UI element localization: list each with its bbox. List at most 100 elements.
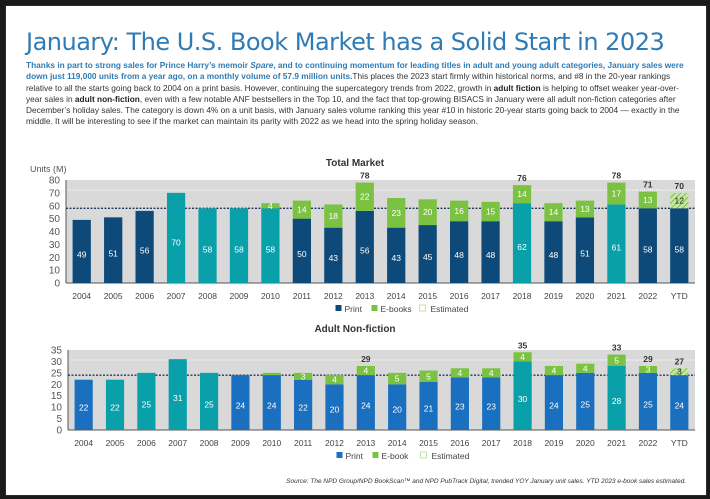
bar-print-2014 <box>388 384 407 430</box>
bar-ebook-label: 22 <box>360 192 370 202</box>
x-tick-label: 2011 <box>293 291 312 301</box>
bar-ebook-label: 4 <box>363 366 368 376</box>
bar-ebook-label: 3 <box>301 371 306 381</box>
bar-ebook-2010 <box>261 203 280 209</box>
bar-print-label: 49 <box>77 250 87 260</box>
x-tick-label: 2005 <box>106 438 125 448</box>
bar-ebook-label: 4 <box>520 352 525 362</box>
legend-ebook-swatch <box>372 452 379 458</box>
bar-ebook-2016 <box>450 200 469 222</box>
bar-total-label: 35 <box>518 340 528 350</box>
x-tick-label: 2004 <box>72 291 91 301</box>
bar-ebook-2018 <box>513 352 532 362</box>
bar-print-2007 <box>166 192 186 283</box>
bar-print-label: 25 <box>204 399 214 409</box>
bar-print-2017 <box>482 377 501 430</box>
bar-print-label: 20 <box>392 404 402 414</box>
x-tick-label: 2010 <box>262 438 281 448</box>
bar-ebook-label: 3 <box>646 364 651 374</box>
bar-print-label: 43 <box>329 253 339 263</box>
bar-ebook-2015 <box>418 199 437 226</box>
x-tick-label: 2012 <box>325 438 344 448</box>
x-tick-label: 2018 <box>513 438 532 448</box>
bar-total-label: 27 <box>675 356 685 366</box>
intro-bold-2: adult non-fiction <box>74 93 140 104</box>
bar-ebook-label: 12 <box>675 196 685 206</box>
y-tick-label: 40 <box>49 227 61 238</box>
bar-print-2012 <box>325 384 344 430</box>
bar-print-2006 <box>135 210 154 283</box>
x-tick-label: 2014 <box>388 438 407 448</box>
x-tick-label: 2012 <box>324 291 343 301</box>
adult-nonfiction-chart-title: Adult Non-fiction <box>314 324 396 335</box>
intro-paragraph: Thanks in part to strong sales for Princ… <box>26 60 690 128</box>
bar-print-2018 <box>513 361 532 430</box>
bar-print-2005 <box>104 217 123 283</box>
intro-bold-1: adult fiction <box>493 82 541 93</box>
bar-print-label: 25 <box>581 399 591 409</box>
bar-ebook-2013 <box>356 366 375 376</box>
bar-print-label: 24 <box>549 400 559 410</box>
bar-print-label: 22 <box>110 402 120 412</box>
intro-highlight: Thanks in part to strong sales for Princ… <box>26 60 251 70</box>
bar-print-label: 50 <box>297 249 307 259</box>
bar-total-label: 78 <box>360 171 370 181</box>
bar-ebook-label: 17 <box>612 189 622 199</box>
bar-total-label: 71 <box>643 180 653 190</box>
bar-print-2004 <box>72 219 91 283</box>
bar-print-2020 <box>575 217 595 283</box>
x-tick-label: 2009 <box>230 291 249 301</box>
legend-estimated-swatch <box>419 304 426 312</box>
bar-print-label: 70 <box>171 237 181 247</box>
bar-print-2013 <box>355 210 374 283</box>
bar-print-label: 24 <box>361 400 371 410</box>
bar-print-2022 <box>638 208 657 283</box>
legend-print-label: Print <box>346 451 364 461</box>
x-tick-label: 2022 <box>639 438 658 448</box>
bar-print-2010 <box>262 375 281 430</box>
bar-ebook-label: 5 <box>395 374 400 384</box>
bar-ebook-2020 <box>575 200 595 218</box>
x-tick-label: 2010 <box>261 291 280 301</box>
bar-ebook-label: 14 <box>517 189 527 199</box>
bar-print-2016 <box>450 221 469 283</box>
bar-ebook-label: 3 <box>677 367 682 377</box>
bar-total-label: 29 <box>643 354 653 364</box>
x-tick-label: 2019 <box>544 438 563 448</box>
source-note: Source: The NPD Group/NPD BookScan™ and … <box>286 478 686 485</box>
bar-print-2011 <box>292 218 311 283</box>
bar-ebook-2011 <box>294 372 313 380</box>
bar-ebook-YTD <box>670 192 689 209</box>
y-tick-label: 10 <box>51 403 63 414</box>
bar-ebook-label: 4 <box>332 375 337 385</box>
x-tick-label: 2009 <box>231 438 250 448</box>
y-tick-label: 10 <box>49 266 61 277</box>
intro-text-2: is helping to offset weaker year-over-ye… <box>26 82 679 104</box>
bar-print-2015 <box>418 225 437 283</box>
bar-print-label: 23 <box>455 401 465 411</box>
bar-print-label: 48 <box>549 250 559 260</box>
y-tick-label: 20 <box>51 380 63 391</box>
bar-print-2018 <box>512 203 532 283</box>
bar-ebook-2021 <box>607 354 626 366</box>
bar-print-2021 <box>607 204 626 283</box>
bar-print-label: 61 <box>612 243 622 253</box>
bar-ebook-label: 14 <box>297 205 307 215</box>
intro-highlight-rest: , and to continuing momentum for leading… <box>26 60 684 82</box>
x-tick-label: 2021 <box>607 438 626 448</box>
bar-print-label: 30 <box>518 394 528 404</box>
y-tick-label: 25 <box>51 368 63 379</box>
bar-ebook-label: 4 <box>458 368 463 378</box>
bar-print-2011 <box>294 379 313 430</box>
x-tick-label: 2013 <box>355 291 374 301</box>
x-tick-label: 2008 <box>200 438 219 448</box>
x-tick-label: 2017 <box>482 438 501 448</box>
legend-estimated-label: Estimated <box>432 451 470 461</box>
bar-print-2009 <box>231 375 250 430</box>
bar-print-label: 51 <box>108 248 118 258</box>
x-tick-label: 2006 <box>137 438 156 448</box>
bar-ebook-label: 13 <box>580 204 590 214</box>
bar-print-label: 22 <box>298 402 308 412</box>
bar-ebook-2017 <box>481 201 500 222</box>
